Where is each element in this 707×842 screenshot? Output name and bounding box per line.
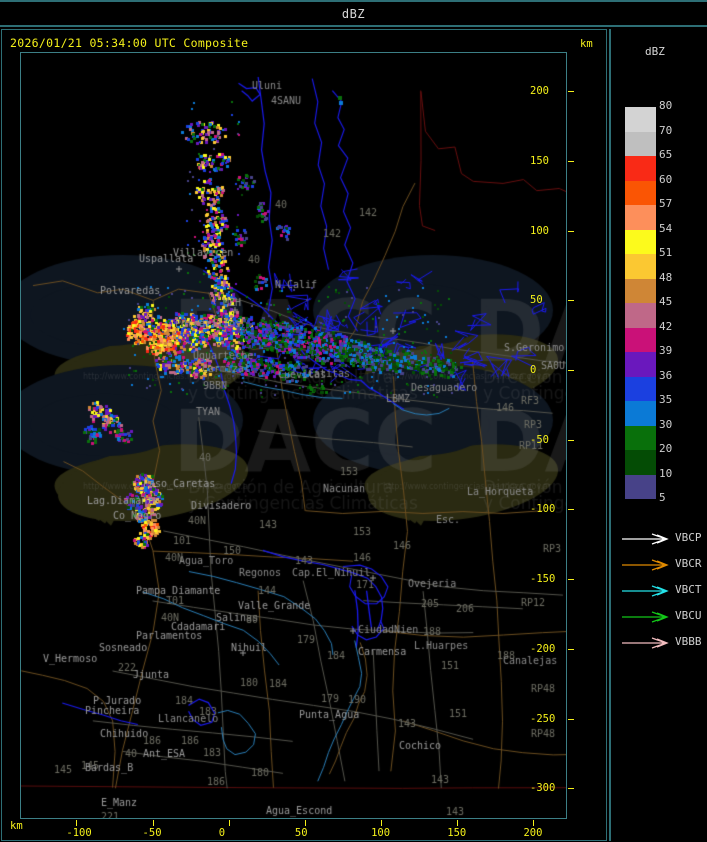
radar-display-panel: 2026/01/21 05:34:00 UTC Composite km km … — [1, 29, 607, 841]
x-axis-tick-label: -50 — [142, 827, 162, 839]
colorbar-tick-label: 60 — [659, 172, 673, 186]
colorbar-tick-label: 70 — [659, 123, 673, 137]
x-axis-tick-label: 0 — [218, 827, 226, 839]
colorbar-tick-label: 80 — [659, 99, 673, 112]
vector-legend-label: VBCR — [675, 557, 702, 570]
y-axis-tick — [568, 648, 574, 650]
vector-legend-item[interactable]: VBCU — [621, 605, 707, 631]
colorbar-tick-label: 10 — [659, 466, 673, 480]
colorbar-title: dBZ — [645, 45, 665, 58]
vector-legend-item[interactable]: VBCT — [621, 579, 707, 605]
colorbar-swatch[interactable] — [625, 303, 656, 328]
y-axis-tick-label: 200 — [530, 85, 549, 98]
colorbar-tick-label: 39 — [659, 344, 673, 357]
y-axis-units-label: km — [580, 38, 593, 50]
x-axis-units-label: km — [10, 820, 23, 832]
x-axis-tick-label: 50 — [294, 827, 308, 839]
x-axis-tick — [228, 820, 230, 826]
x-axis-tick — [533, 820, 535, 826]
y-axis-tick — [568, 788, 574, 790]
y-axis-tick — [568, 91, 574, 93]
y-axis-tick-label: -250 — [530, 712, 556, 725]
y-axis-tick — [568, 718, 574, 720]
x-axis-tick-label: 150 — [447, 827, 467, 839]
colorbar-tick-label: 45 — [659, 295, 673, 308]
x-axis-tick — [304, 820, 306, 826]
wind-barb-arrow-icon — [622, 611, 669, 623]
colorbar-tick-label: 35 — [659, 393, 673, 406]
vector-legend-label: VBCP — [675, 531, 702, 544]
wind-barb-arrow-icon — [622, 559, 669, 571]
x-axis-tick — [76, 820, 78, 826]
colorbar-tick-label: 30 — [659, 417, 673, 431]
vector-legend-label: VBCT — [675, 583, 702, 596]
window-title: dBZ — [341, 7, 366, 21]
x-axis-tick — [381, 820, 383, 826]
legend-panel: dBZ VBCP VBCR VBCT VBCU VBBB 80 70 65 60 57 54 51 4… — [609, 29, 706, 841]
colorbar-tick-label: 5 — [659, 491, 666, 504]
vector-legend-item[interactable]: VBCP — [621, 527, 707, 553]
colorbar-swatch[interactable] — [625, 352, 656, 377]
vector-legend-label: VBCU — [675, 609, 702, 622]
x-axis-tick — [457, 820, 459, 826]
colorbar-tick-label: 65 — [659, 148, 673, 161]
y-axis-tick — [568, 369, 574, 371]
radar-reflectivity-canvas[interactable] — [21, 53, 566, 818]
reflectivity-colorbar[interactable] — [625, 107, 656, 499]
y-axis-tick-label: -150 — [530, 573, 556, 586]
vector-legend-label: VBBB — [675, 635, 702, 648]
y-axis-tick-label: 0 — [530, 363, 537, 376]
y-axis-tick-label: -300 — [530, 782, 556, 795]
colorbar-swatch[interactable] — [625, 376, 656, 401]
colorbar-tick-label: 20 — [659, 442, 673, 455]
colorbar-tick-label: 42 — [659, 319, 673, 333]
y-axis-tick — [568, 160, 574, 162]
colorbar-swatch[interactable] — [625, 180, 656, 205]
wind-barb-arrow-icon — [622, 585, 669, 597]
vector-legend: VBCP VBCR VBCT VBCU VBBB — [621, 527, 707, 657]
colorbar-swatch[interactable] — [625, 254, 656, 279]
colorbar-swatch[interactable] — [625, 131, 656, 156]
vector-legend-item[interactable]: VBCR — [621, 553, 707, 579]
y-axis-tick — [568, 579, 574, 581]
y-axis-tick-label: 100 — [530, 224, 549, 237]
colorbar-swatch[interactable] — [625, 474, 656, 499]
colorbar-swatch[interactable] — [625, 425, 656, 450]
y-axis-tick — [568, 439, 574, 441]
y-axis-tick — [568, 230, 574, 232]
y-axis-tick-label: -100 — [530, 503, 556, 516]
vector-legend-item[interactable]: VBBB — [621, 631, 707, 657]
y-axis-tick-label: -50 — [530, 433, 549, 446]
colorbar-tick-label: 54 — [659, 221, 673, 235]
colorbar-swatch[interactable] — [625, 450, 656, 475]
colorbar-swatch[interactable] — [625, 229, 656, 254]
x-axis-tick-label: -100 — [66, 827, 92, 839]
x-axis-tick-label: 200 — [523, 827, 543, 839]
window-title-bar: dBZ — [0, 0, 707, 27]
y-axis-tick-label: 50 — [530, 294, 543, 307]
colorbar-tick-label: 36 — [659, 368, 673, 382]
wind-barb-arrow-icon — [622, 533, 669, 545]
radar-plot-area[interactable] — [20, 52, 567, 819]
wind-barb-arrow-icon — [622, 637, 669, 649]
y-axis-tick-label: 150 — [530, 154, 549, 167]
x-axis-tick — [152, 820, 154, 826]
colorbar-tick-label: 51 — [659, 246, 673, 259]
y-axis-tick-label: -200 — [530, 642, 556, 655]
radar-timestamp-label: 2026/01/21 05:34:00 UTC Composite — [10, 36, 249, 50]
x-axis-tick-label: 100 — [371, 827, 391, 839]
colorbar-swatch[interactable] — [625, 205, 656, 230]
y-axis-tick — [568, 300, 574, 302]
colorbar-swatch[interactable] — [625, 401, 656, 426]
colorbar-swatch[interactable] — [625, 278, 656, 303]
colorbar-swatch[interactable] — [625, 107, 656, 132]
colorbar-swatch[interactable] — [625, 156, 656, 181]
y-axis-tick — [568, 509, 574, 511]
colorbar-tick-label: 57 — [659, 197, 673, 210]
colorbar-tick-label: 48 — [659, 270, 673, 284]
colorbar-swatch[interactable] — [625, 327, 656, 352]
